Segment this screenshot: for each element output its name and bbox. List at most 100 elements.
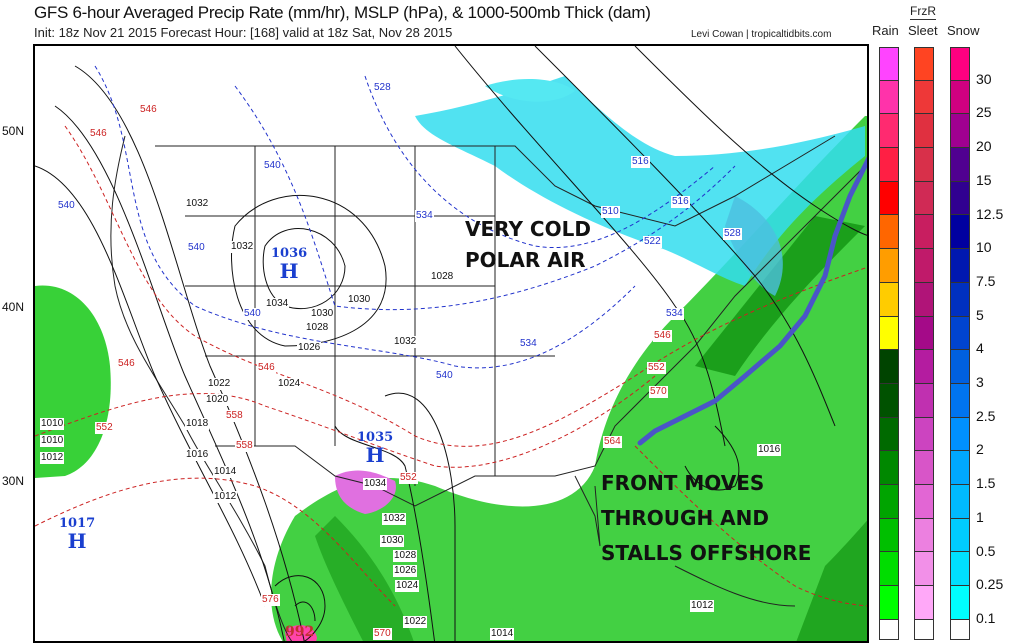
legend-swatch [914, 114, 934, 149]
legend-snow-label: Snow [947, 23, 980, 38]
isobar-label: 1030 [310, 308, 335, 320]
isobar-label: 1026 [297, 342, 322, 354]
legend-swatch [914, 518, 934, 553]
legend-swatch [879, 282, 899, 317]
thickness-label: 552 [647, 362, 666, 374]
high-pressure-value: 1017 [59, 516, 96, 531]
thickness-label: 528 [723, 228, 742, 240]
thickness-label: 570 [649, 386, 668, 398]
thickness-label: 510 [601, 206, 620, 218]
legend-swatch [950, 249, 970, 283]
legend-swatch [914, 417, 934, 452]
lat-label-30n: 30N [2, 474, 25, 488]
legend-swatch [914, 586, 934, 620]
isobar-label: 1034 [363, 478, 388, 490]
thickness-lines-warm [35, 125, 867, 607]
thickness-label: 546 [653, 330, 672, 342]
lat-label-40n: 40N [2, 300, 25, 314]
legend-frzr-label: FrzR [910, 4, 936, 20]
legend-tick: 12.5 [976, 205, 1004, 222]
thickness-label: 534 [519, 338, 538, 350]
high-pressure-value: 1036 [271, 246, 308, 261]
isobar-label: 1012 [40, 452, 65, 464]
legend-swatch [914, 148, 934, 182]
run-info: Init: 18z Nov 21 2015 Forecast Hour: [16… [34, 25, 453, 40]
legend-tick: 2 [976, 441, 984, 458]
legend-swatch [879, 552, 899, 586]
legend-swatch [914, 350, 934, 384]
thickness-label: 516 [631, 156, 650, 168]
legend-tick: 15 [976, 171, 992, 188]
high-pressure-value: 1035 [357, 430, 394, 445]
legend-swatch [879, 586, 899, 620]
annotation-front: FRONT MOVES THROUGH AND STALLS OFFSHORE [601, 466, 811, 571]
isobar-label: 1016 [757, 444, 782, 456]
annotation-line: THROUGH AND [601, 506, 769, 530]
legend-swatch [879, 484, 899, 519]
legend-sleet-label: Sleet [908, 23, 938, 38]
legend-swatch-empty [950, 619, 970, 640]
thickness-label: 546 [89, 128, 108, 140]
legend-swatch [914, 282, 934, 317]
legend-swatch [950, 215, 970, 250]
page-title: GFS 6-hour Averaged Precip Rate (mm/hr),… [34, 3, 651, 22]
high-pressure-letter: H [365, 443, 385, 467]
isobar-label: 1028 [430, 271, 455, 283]
high-pressure-center-1035: 1035 H [357, 430, 393, 465]
legend-swatch [950, 148, 970, 182]
front-line [637, 156, 867, 446]
legend-swatch [879, 215, 899, 250]
legend-swatch [914, 47, 934, 81]
isobar-label: 1032 [185, 198, 210, 210]
legend-swatch [950, 451, 970, 485]
weather-map[interactable]: 1032 1032 1028 1034 1030 1028 1026 1024 1030 1032… [33, 44, 869, 643]
thickness-label: 528 [373, 82, 392, 94]
isobar-label: 1030 [347, 294, 372, 306]
isobars [35, 46, 867, 641]
thickness-lines-cold [94, 65, 736, 369]
legend-tick: 0.5 [976, 542, 996, 559]
isobar-label: 1030 [380, 535, 405, 547]
isobar-label: 1012 [213, 491, 238, 503]
legend-swatch [950, 114, 970, 149]
legend-swatch [950, 181, 970, 216]
legend-tick: 1 [976, 508, 984, 525]
thickness-label: 546 [117, 358, 136, 370]
legend-swatch [950, 586, 970, 620]
precip-snow-areas [415, 76, 865, 296]
thickness-label: 540 [187, 242, 206, 254]
legend-tick: 4 [976, 340, 984, 357]
thickness-label: 540 [263, 160, 282, 172]
isobar-label: 1022 [207, 378, 232, 390]
thickness-label: 546 [139, 104, 158, 116]
thickness-label: 534 [415, 210, 434, 222]
isobar-label: 1024 [395, 580, 420, 592]
low-pressure-value: 992 [285, 624, 315, 640]
legend-swatch [879, 249, 899, 283]
thickness-label: 576 [261, 594, 280, 606]
legend-tick: 10 [976, 239, 992, 256]
legend-swatch [914, 249, 934, 283]
annotation-cold-air: VERY COLD POLAR AIR [465, 214, 591, 276]
legend-swatch [879, 181, 899, 216]
legend-swatch [914, 552, 934, 586]
legend-tick: 5 [976, 306, 984, 323]
thickness-label: 546 [257, 362, 276, 374]
legend-tick: 30 [976, 70, 992, 87]
isobar-label: 1014 [213, 466, 238, 478]
isobar-label: 1024 [277, 378, 302, 390]
legend-swatch [879, 316, 899, 351]
isobar-label: 1012 [690, 600, 715, 612]
legend-swatch [950, 518, 970, 553]
thickness-label: 522 [643, 236, 662, 248]
legend-snow-scale [950, 47, 970, 640]
thickness-label: 540 [243, 308, 262, 320]
isobar-label: 1032 [393, 336, 418, 348]
thickness-label: 552 [399, 472, 418, 484]
high-pressure-center-1036: 1036 H [271, 246, 307, 281]
legend-swatch [879, 518, 899, 553]
thickness-label: 540 [57, 200, 76, 212]
credit: Levi Cowan | tropicaltidbits.com [691, 29, 832, 40]
legend-tick: 1.5 [976, 475, 996, 492]
legend-swatch [879, 47, 899, 81]
